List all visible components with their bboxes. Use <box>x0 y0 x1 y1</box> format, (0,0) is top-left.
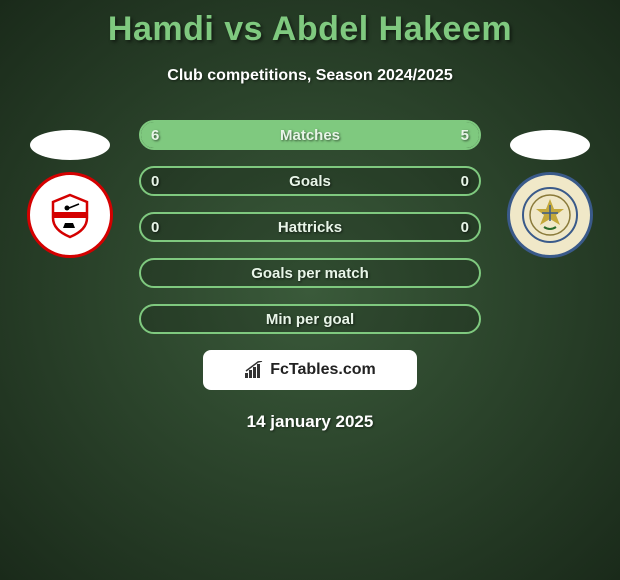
stat-label: Goals <box>289 173 331 190</box>
stat-row: 0 Goals 0 <box>139 166 481 196</box>
stat-value-left: 0 <box>151 219 159 236</box>
stat-label: Matches <box>280 127 340 144</box>
stat-value-left: 6 <box>151 127 159 144</box>
haras-crest-icon <box>520 185 580 245</box>
watermark-badge: FcTables.com <box>203 350 417 390</box>
chart-icon <box>244 361 266 379</box>
comparison-title: Hamdi vs Abdel Hakeem <box>0 0 620 49</box>
player-right-avatar <box>510 130 590 160</box>
player-left-column <box>20 175 120 303</box>
stat-value-right: 0 <box>461 219 469 236</box>
comparison-date: 14 january 2025 <box>0 412 620 432</box>
stat-row: 0 Hattricks 0 <box>139 212 481 242</box>
stat-label: Hattricks <box>278 219 342 236</box>
stat-value-right: 0 <box>461 173 469 190</box>
stat-value-left: 0 <box>151 173 159 190</box>
stat-bar-fill-right <box>327 122 479 148</box>
stat-value-right: 5 <box>461 127 469 144</box>
player-left-avatar <box>30 130 110 160</box>
stats-container: 6 Matches 5 0 Goals 0 0 Hattricks 0 Goals per mat… <box>139 120 481 334</box>
club-badge-right <box>507 172 593 258</box>
stat-label: Goals per match <box>251 265 369 282</box>
zamalek-crest-icon <box>45 190 95 240</box>
stat-label: Min per goal <box>266 311 354 328</box>
watermark-text: FcTables.com <box>270 361 376 379</box>
stat-row: Min per goal <box>139 304 481 334</box>
player-right-column <box>500 175 600 303</box>
stat-row: Goals per match <box>139 258 481 288</box>
comparison-subtitle: Club competitions, Season 2024/2025 <box>0 67 620 85</box>
stat-row: 6 Matches 5 <box>139 120 481 150</box>
club-badge-left <box>27 172 113 258</box>
